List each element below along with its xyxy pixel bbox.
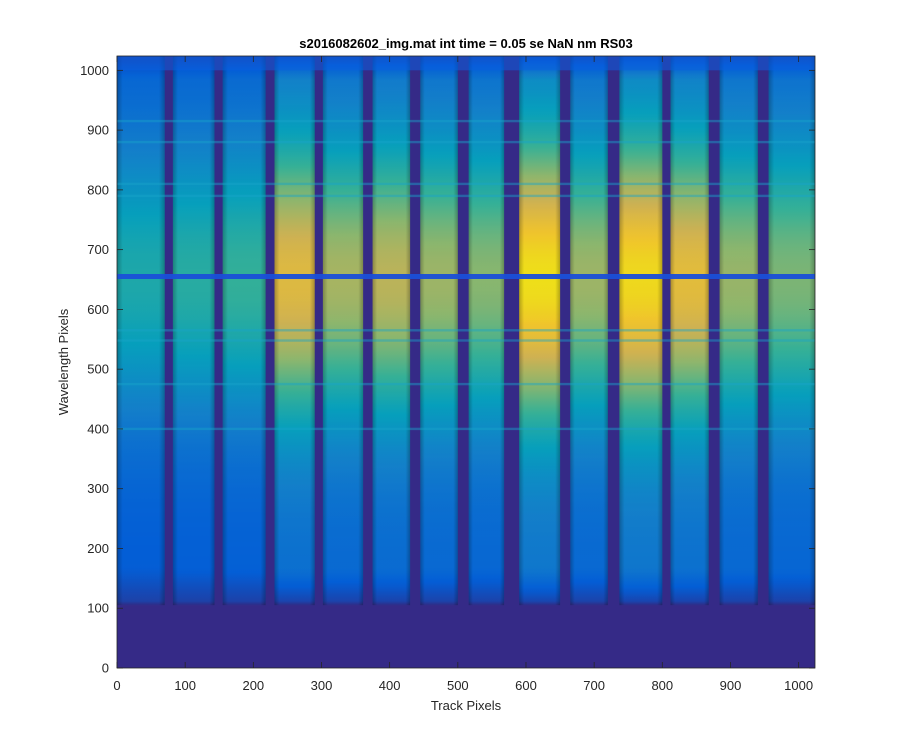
y-tick-label: 700	[87, 242, 109, 257]
y-tick-label: 500	[87, 362, 109, 377]
track-edge-shading	[570, 56, 608, 606]
x-tick-label: 500	[447, 678, 469, 693]
track-columns	[117, 56, 815, 668]
track-edge-shading	[222, 56, 266, 606]
top-edge-band	[117, 56, 815, 71]
track-edge-shading	[117, 56, 165, 606]
x-tick-label: 700	[583, 678, 605, 693]
heatmap-background	[117, 56, 815, 668]
x-tick-label: 100	[174, 678, 196, 693]
track-edge-shading	[172, 56, 215, 606]
x-tick-label: 0	[113, 678, 120, 693]
absorption-line	[117, 382, 815, 386]
track-edge-shading	[768, 56, 815, 606]
x-tick-label: 1000	[784, 678, 813, 693]
y-tick-label: 200	[87, 541, 109, 556]
absorption-line	[117, 427, 815, 431]
y-tick-label: 800	[87, 182, 109, 197]
y-tick-label: 400	[87, 421, 109, 436]
absorption-line	[117, 339, 815, 342]
y-tick-label: 100	[87, 601, 109, 616]
x-axis: 0 100 200 300 400 500 600 700 800 900 1000	[113, 56, 813, 693]
absorption-line	[117, 274, 815, 279]
y-axis: 0 100 200 300 400 500 600 700 800 900 1000	[80, 63, 815, 676]
y-tick-label: 600	[87, 302, 109, 317]
x-tick-label: 900	[720, 678, 742, 693]
x-tick-label: 200	[242, 678, 264, 693]
x-tick-label: 600	[515, 678, 537, 693]
track-edge-shading	[670, 56, 709, 606]
track-edge-shading	[519, 56, 561, 606]
absorption-line	[117, 182, 815, 186]
x-tick-label: 800	[651, 678, 673, 693]
absorption-line	[117, 329, 815, 332]
track-edge-shading	[372, 56, 411, 606]
y-tick-label: 0	[102, 661, 109, 676]
y-tick-label: 1000	[80, 63, 109, 78]
x-tick-label: 300	[311, 678, 333, 693]
track-edge-shading	[322, 56, 364, 606]
absorption-line	[117, 119, 815, 123]
track-edge-shading	[274, 56, 315, 606]
chart-title: s2016082602_img.mat int time = 0.05 se N…	[299, 36, 633, 51]
track-edge-shading	[468, 56, 505, 606]
track-edge-shading	[420, 56, 458, 606]
y-axis-label: Wavelength Pixels	[56, 308, 71, 415]
track-edge-shading	[719, 56, 758, 606]
axes-box	[116, 55, 816, 669]
absorption-line	[117, 194, 815, 198]
track-edge-shading	[619, 56, 663, 606]
x-axis-label: Track Pixels	[431, 698, 502, 713]
x-tick-label: 400	[379, 678, 401, 693]
heatmap-image	[117, 56, 815, 668]
absorption-line	[117, 140, 815, 144]
y-tick-label: 900	[87, 123, 109, 138]
y-tick-label: 300	[87, 481, 109, 496]
